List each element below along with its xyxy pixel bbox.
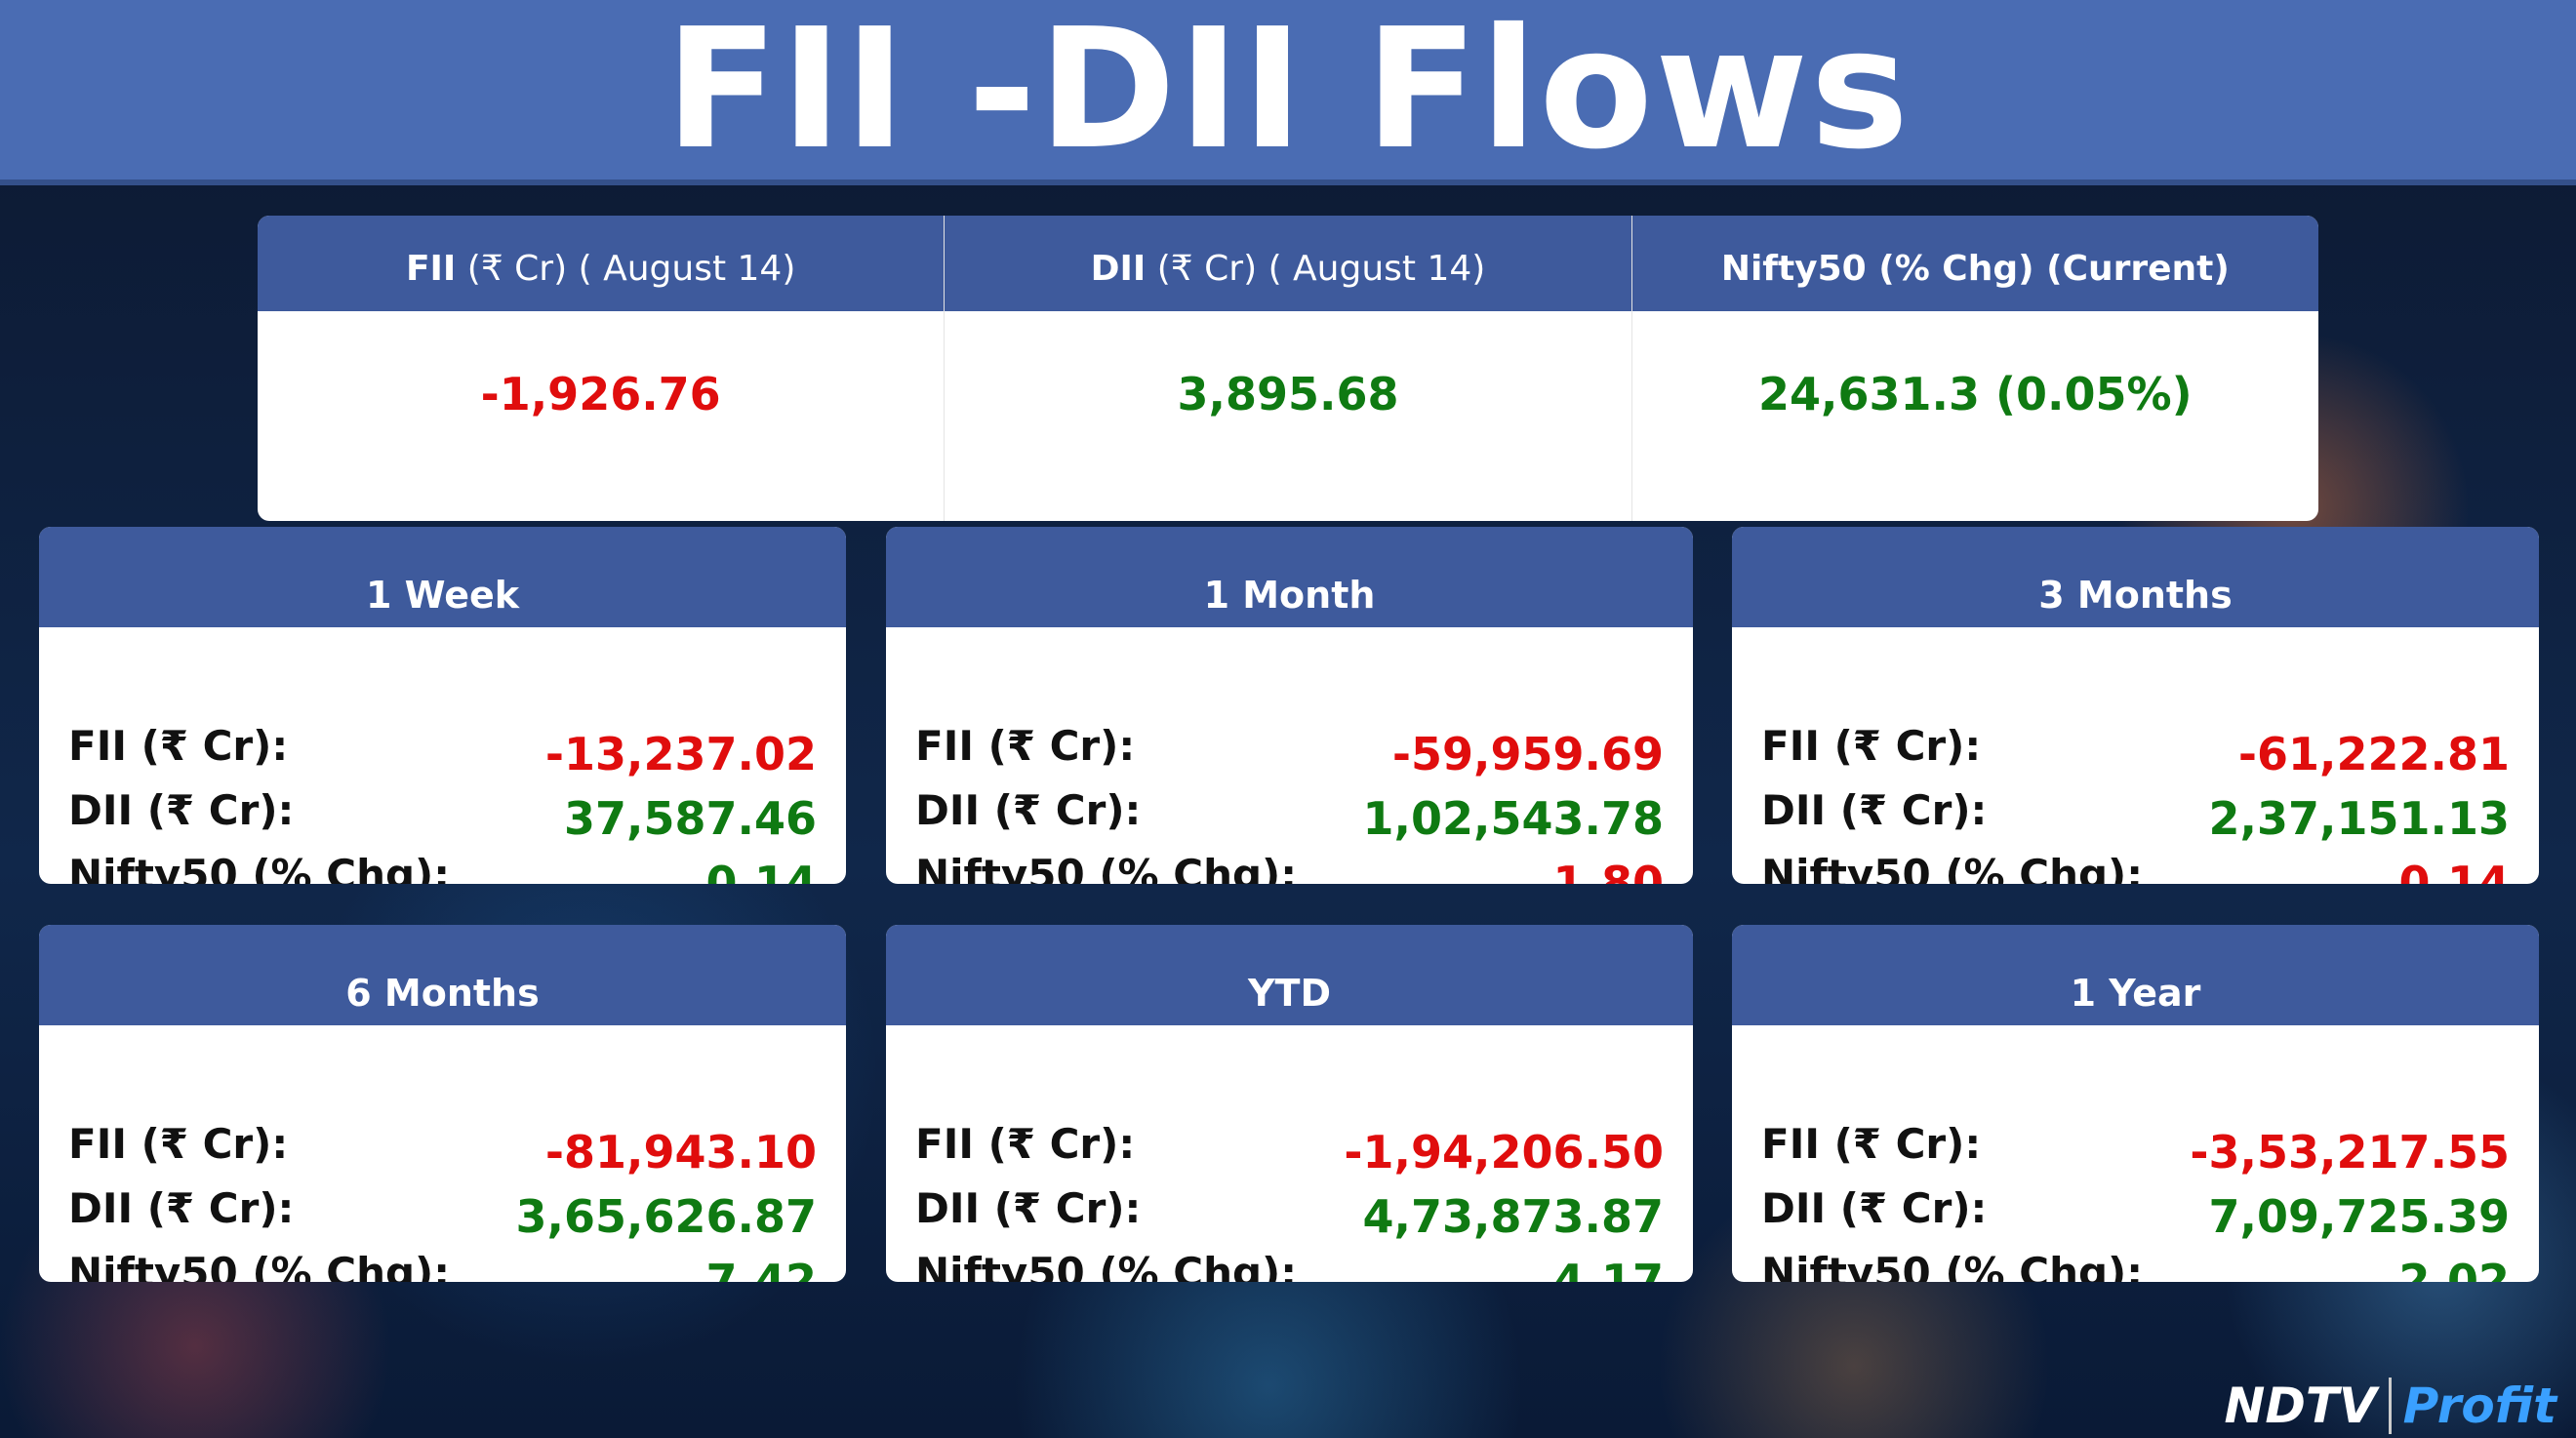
metric-label: DII (₹ Cr): (68, 786, 295, 834)
metric-row: DII (₹ Cr): 1,02,543.78 (915, 786, 1664, 845)
metric-label: FII (₹ Cr): (915, 722, 1136, 770)
metric-label: DII (₹ Cr): (1761, 1184, 1988, 1232)
metric-row: Nifty50 (% Chg): 0.14 (68, 851, 817, 884)
metric-label: Nifty50 (% Chg): (68, 1249, 451, 1282)
period-card: 1 Month FII (₹ Cr): -59,959.69 DII (₹ Cr): 1… (886, 527, 1693, 884)
summary-value: -1,926.76 (480, 368, 721, 420)
metric-label: DII (₹ Cr): (915, 786, 1142, 834)
summary-header-bold: FII (405, 249, 457, 289)
metric-label: FII (₹ Cr): (915, 1120, 1136, 1168)
metric-row: DII (₹ Cr): 3,65,626.87 (68, 1184, 817, 1243)
metric-value: -59,959.69 (1391, 728, 1664, 780)
metric-row: DII (₹ Cr): 7,09,725.39 (1761, 1184, 2510, 1243)
metric-row: FII (₹ Cr): -81,943.10 (68, 1120, 817, 1178)
metric-label: Nifty50 (% Chg): (68, 851, 451, 884)
metric-value: 2,37,151.13 (2208, 792, 2510, 845)
metric-value: 0.14 (705, 857, 818, 884)
metric-value: -3,53,217.55 (2190, 1126, 2510, 1178)
period-title: 1 Week (39, 527, 846, 627)
summary-table: FII (₹ Cr) ( August 14) -1,926.76 DII (₹ C… (258, 216, 2318, 521)
metric-row: DII (₹ Cr): 2,37,151.13 (1761, 786, 2510, 845)
period-title: 1 Month (886, 527, 1693, 627)
period-card: YTD FII (₹ Cr): -1,94,206.50 DII (₹ Cr): 4,7… (886, 925, 1693, 1282)
metric-value: 7.42 (705, 1255, 818, 1282)
metric-value: -61,222.81 (2237, 728, 2510, 780)
metric-value: 37,587.46 (564, 792, 817, 845)
metric-value: -1,94,206.50 (1344, 1126, 1664, 1178)
metric-row: DII (₹ Cr): 4,73,873.87 (915, 1184, 1664, 1243)
summary-header-bold: DII (1090, 249, 1147, 289)
summary-value: 24,631.3 (0.05%) (1758, 368, 2193, 420)
metric-row: FII (₹ Cr): -1,94,206.50 (915, 1120, 1664, 1178)
logo-product: Profit (2388, 1378, 2556, 1434)
metric-label: DII (₹ Cr): (915, 1184, 1142, 1232)
period-title: 6 Months (39, 925, 846, 1025)
metric-value: 2.02 (2398, 1255, 2511, 1282)
metric-label: FII (₹ Cr): (1761, 722, 1982, 770)
summary-header-bold: Nifty50 (% Chg) (Current) (1720, 249, 2230, 289)
metric-value: 3,65,626.87 (515, 1190, 817, 1243)
period-card: 3 Months FII (₹ Cr): -61,222.81 DII (₹ Cr):… (1732, 527, 2539, 884)
metric-value: -13,237.02 (544, 728, 817, 780)
summary-value: 3,895.68 (1177, 368, 1399, 420)
summary-header-text: (₹ Cr) ( August 14) (466, 249, 796, 289)
logo: NDTV Profit (2224, 1378, 2556, 1434)
summary-header: Nifty50 (% Chg) (Current) (1631, 216, 2318, 311)
metric-label: Nifty50 (% Chg): (1761, 851, 2144, 884)
title: FII -DII Flows (664, 0, 1912, 186)
period-card: 6 Months FII (₹ Cr): -81,943.10 DII (₹ Cr):… (39, 925, 846, 1282)
period-title: 1 Year (1732, 925, 2539, 1025)
metric-value: 1,02,543.78 (1362, 792, 1664, 845)
metric-row: Nifty50 (% Chg): 2.02 (1761, 1249, 2510, 1282)
metric-row: FII (₹ Cr): -13,237.02 (68, 722, 817, 780)
metric-label: Nifty50 (% Chg): (915, 1249, 1298, 1282)
metric-value: 1.80 (1552, 857, 1665, 884)
period-card: 1 Week FII (₹ Cr): -13,237.02 DII (₹ Cr): 37… (39, 527, 846, 884)
summary-header: DII (₹ Cr) ( August 14) (945, 216, 1631, 311)
summary-header: FII (₹ Cr) ( August 14) (258, 216, 945, 311)
metric-row: FII (₹ Cr): -3,53,217.55 (1761, 1120, 2510, 1178)
period-title: 3 Months (1732, 527, 2539, 627)
metric-value: 0.14 (2398, 857, 2511, 884)
logo-brand: NDTV (2224, 1378, 2377, 1434)
summary-column: Nifty50 (% Chg) (Current) 24,631.3 (0.05%… (1631, 216, 2318, 521)
metric-row: Nifty50 (% Chg): 4.17 (915, 1249, 1664, 1282)
metric-row: Nifty50 (% Chg): 7.42 (68, 1249, 817, 1282)
period-title: YTD (886, 925, 1693, 1025)
metric-row: Nifty50 (% Chg): 1.80 (915, 851, 1664, 884)
metric-row: DII (₹ Cr): 37,587.46 (68, 786, 817, 845)
metric-value: 7,09,725.39 (2208, 1190, 2510, 1243)
summary-column: FII (₹ Cr) ( August 14) -1,926.76 (258, 216, 946, 521)
metric-row: FII (₹ Cr): -59,959.69 (915, 722, 1664, 780)
summary-header-text: (₹ Cr) ( August 14) (1156, 249, 1486, 289)
metric-label: DII (₹ Cr): (1761, 786, 1988, 834)
summary-column: DII (₹ Cr) ( August 14) 3,895.68 (945, 216, 1632, 521)
period-card: 1 Year FII (₹ Cr): -3,53,217.55 DII (₹ Cr):… (1732, 925, 2539, 1282)
metric-row: Nifty50 (% Chg): 0.14 (1761, 851, 2510, 884)
metric-label: FII (₹ Cr): (68, 1120, 289, 1168)
metric-value: 4,73,873.87 (1362, 1190, 1664, 1243)
title-bar: FII -DII Flows (0, 0, 2576, 185)
metric-label: Nifty50 (% Chg): (1761, 1249, 2144, 1282)
metric-label: Nifty50 (% Chg): (915, 851, 1298, 884)
metric-label: DII (₹ Cr): (68, 1184, 295, 1232)
metric-row: FII (₹ Cr): -61,222.81 (1761, 722, 2510, 780)
metric-value: -81,943.10 (544, 1126, 817, 1178)
metric-value: 4.17 (1552, 1255, 1665, 1282)
metric-label: FII (₹ Cr): (68, 722, 289, 770)
metric-label: FII (₹ Cr): (1761, 1120, 1982, 1168)
